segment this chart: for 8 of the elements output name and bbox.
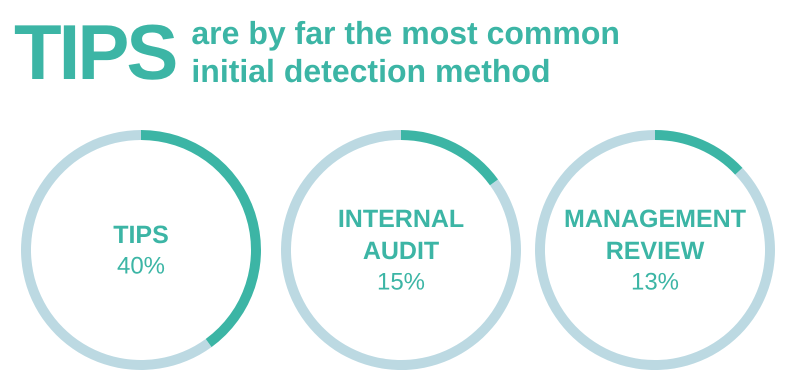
chart-title: are by far the most common initial detection method (191, 15, 620, 89)
data-label: 15% (376, 268, 426, 296)
slice-label: INTERNAL AUDIT (338, 205, 464, 265)
slice-label: TIPS (113, 221, 169, 249)
slice-label: MANAGEMENT REVIEW (564, 205, 746, 265)
data-label: 13% (630, 268, 680, 296)
data-label: 40% (116, 252, 166, 280)
slice-label: TIPS (14, 7, 176, 98)
